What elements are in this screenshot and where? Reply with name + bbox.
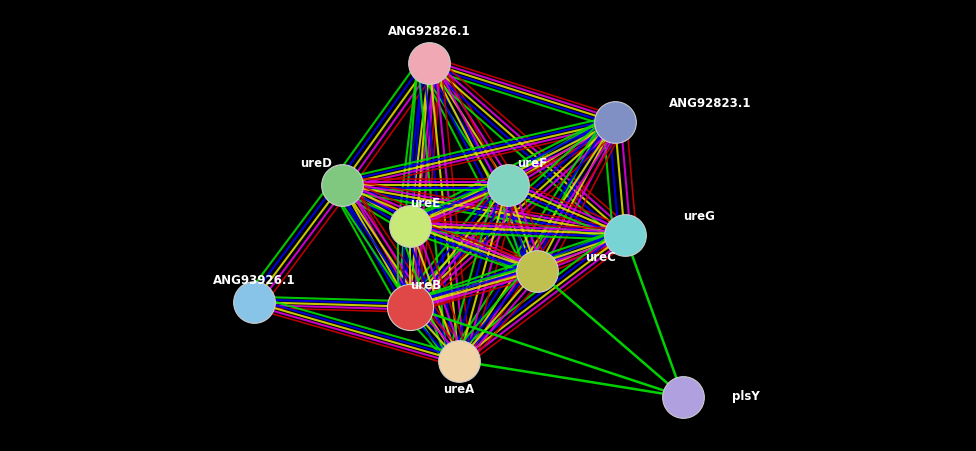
Point bbox=[529, 267, 545, 274]
Text: ureD: ureD bbox=[300, 157, 332, 170]
Text: ANG92823.1: ANG92823.1 bbox=[669, 97, 752, 110]
Text: ANG92826.1: ANG92826.1 bbox=[388, 25, 470, 38]
Text: ureA: ureA bbox=[443, 383, 474, 396]
Point bbox=[402, 222, 418, 229]
Text: ureF: ureF bbox=[517, 157, 548, 170]
Point bbox=[607, 118, 623, 125]
Point bbox=[246, 299, 262, 306]
Text: ureC: ureC bbox=[586, 251, 617, 263]
Point bbox=[451, 357, 467, 364]
Point bbox=[334, 181, 349, 189]
Text: ureB: ureB bbox=[410, 279, 441, 291]
Text: ureE: ureE bbox=[410, 198, 440, 210]
Point bbox=[675, 393, 691, 400]
Text: plsY: plsY bbox=[732, 391, 759, 403]
Point bbox=[402, 303, 418, 310]
Point bbox=[617, 231, 632, 238]
Point bbox=[422, 60, 437, 67]
Text: ureG: ureG bbox=[683, 210, 715, 223]
Text: ANG93926.1: ANG93926.1 bbox=[213, 274, 295, 287]
Point bbox=[500, 181, 515, 189]
